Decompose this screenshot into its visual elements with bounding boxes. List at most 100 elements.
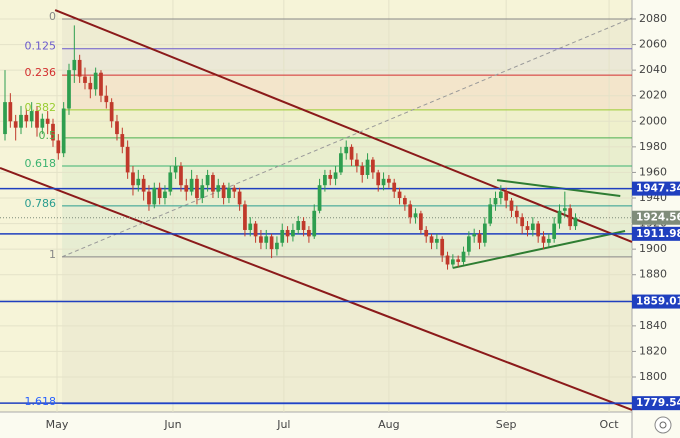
candle-body (19, 114, 23, 128)
last-price-box (632, 210, 680, 225)
candle-body (147, 191, 151, 205)
candle-body (525, 226, 530, 230)
candle-body (514, 210, 519, 218)
price-level-box (632, 396, 680, 411)
candle-body (344, 146, 349, 154)
candle-body (163, 191, 167, 199)
candle-body (552, 223, 557, 239)
candle-body (536, 223, 541, 237)
candle-body (152, 187, 157, 205)
price-level-box (632, 181, 680, 196)
candle-body (237, 191, 242, 205)
candle-body (301, 221, 306, 230)
candle-body (355, 159, 359, 167)
y-tick-label: 2060 (639, 38, 667, 51)
candle-body (253, 223, 258, 237)
candle-body (541, 236, 546, 243)
price-level-box (632, 226, 680, 241)
y-tick-label: 1800 (639, 370, 667, 383)
candle-body (466, 236, 471, 252)
fib-band (62, 256, 632, 404)
candle-body (141, 178, 146, 192)
candle-body (56, 140, 61, 154)
y-tick-label: 2080 (639, 12, 667, 25)
y-tick-label: 2020 (639, 89, 667, 102)
candle-body (221, 185, 226, 199)
candle-body (189, 178, 194, 192)
candle-body (195, 178, 199, 199)
candle-body (109, 102, 114, 122)
x-tick-label: Oct (600, 418, 620, 431)
settings-icon-ring[interactable] (654, 416, 672, 434)
settings-icon-center[interactable] (659, 421, 667, 429)
candle-body (205, 174, 210, 186)
candle-body (93, 72, 98, 90)
candle-body (434, 238, 439, 243)
candle-body (450, 259, 455, 265)
candle-body (179, 166, 183, 186)
fib-label: 1 (49, 248, 56, 261)
candle-body (477, 233, 482, 243)
trend-line (452, 230, 626, 269)
candle-body (557, 210, 562, 224)
fib-label: 1.618 (25, 395, 57, 408)
candle-body (227, 187, 231, 199)
fib-label: 0.786 (25, 197, 57, 210)
candle-body (104, 95, 109, 103)
candle-body (312, 210, 317, 237)
fib-label: 0 (49, 10, 56, 23)
candle-body (264, 236, 269, 243)
candle-body (168, 172, 173, 192)
candle-body (562, 208, 567, 211)
candle-body (472, 233, 477, 237)
candle-body (285, 229, 290, 237)
y-tick-label: 1880 (639, 268, 667, 281)
candle-body (275, 242, 279, 250)
candle-body (125, 146, 130, 173)
fib-label: 0.236 (25, 66, 57, 79)
candle-body (493, 198, 498, 205)
candle-body (173, 166, 178, 173)
price-level-label: 1947.34 (636, 183, 680, 195)
candle-body (3, 102, 7, 135)
candle-body (243, 204, 247, 230)
candle-body (509, 200, 514, 211)
candle-body (157, 187, 162, 199)
candle-body (360, 166, 365, 175)
candle-body (317, 185, 322, 211)
candle-body (573, 217, 578, 227)
y-tick-label: 1960 (639, 165, 667, 178)
candle-body (381, 178, 386, 186)
candle-body (328, 174, 333, 179)
candle-body (35, 111, 39, 128)
fib-band (62, 109, 632, 138)
settings-icon[interactable] (654, 416, 672, 434)
candle-body (546, 238, 551, 243)
candle-body (24, 114, 29, 122)
candle-body (339, 153, 343, 173)
fib-band (62, 75, 632, 110)
candle-body (51, 123, 55, 141)
x-tick-label: Jul (276, 418, 290, 431)
candle-body (13, 121, 18, 128)
candle-body (259, 236, 263, 243)
candle-body (45, 118, 50, 124)
candle-body (211, 174, 215, 192)
candle-body (296, 221, 301, 230)
candle-body (440, 238, 445, 256)
y-tick-label: 1840 (639, 319, 667, 332)
candle-body (530, 223, 535, 230)
fib-label: 0.618 (25, 157, 57, 170)
candle-body (29, 111, 34, 122)
fib-band (62, 19, 632, 49)
trend-line (0, 167, 633, 411)
candle-body (216, 185, 221, 192)
candle-body (365, 159, 370, 175)
candle-body (248, 223, 253, 230)
candle-body (184, 185, 189, 192)
candle-body (504, 191, 509, 201)
fib-label: 0.5 (39, 129, 57, 142)
price-level-box (632, 294, 680, 309)
candle-body (99, 72, 103, 96)
